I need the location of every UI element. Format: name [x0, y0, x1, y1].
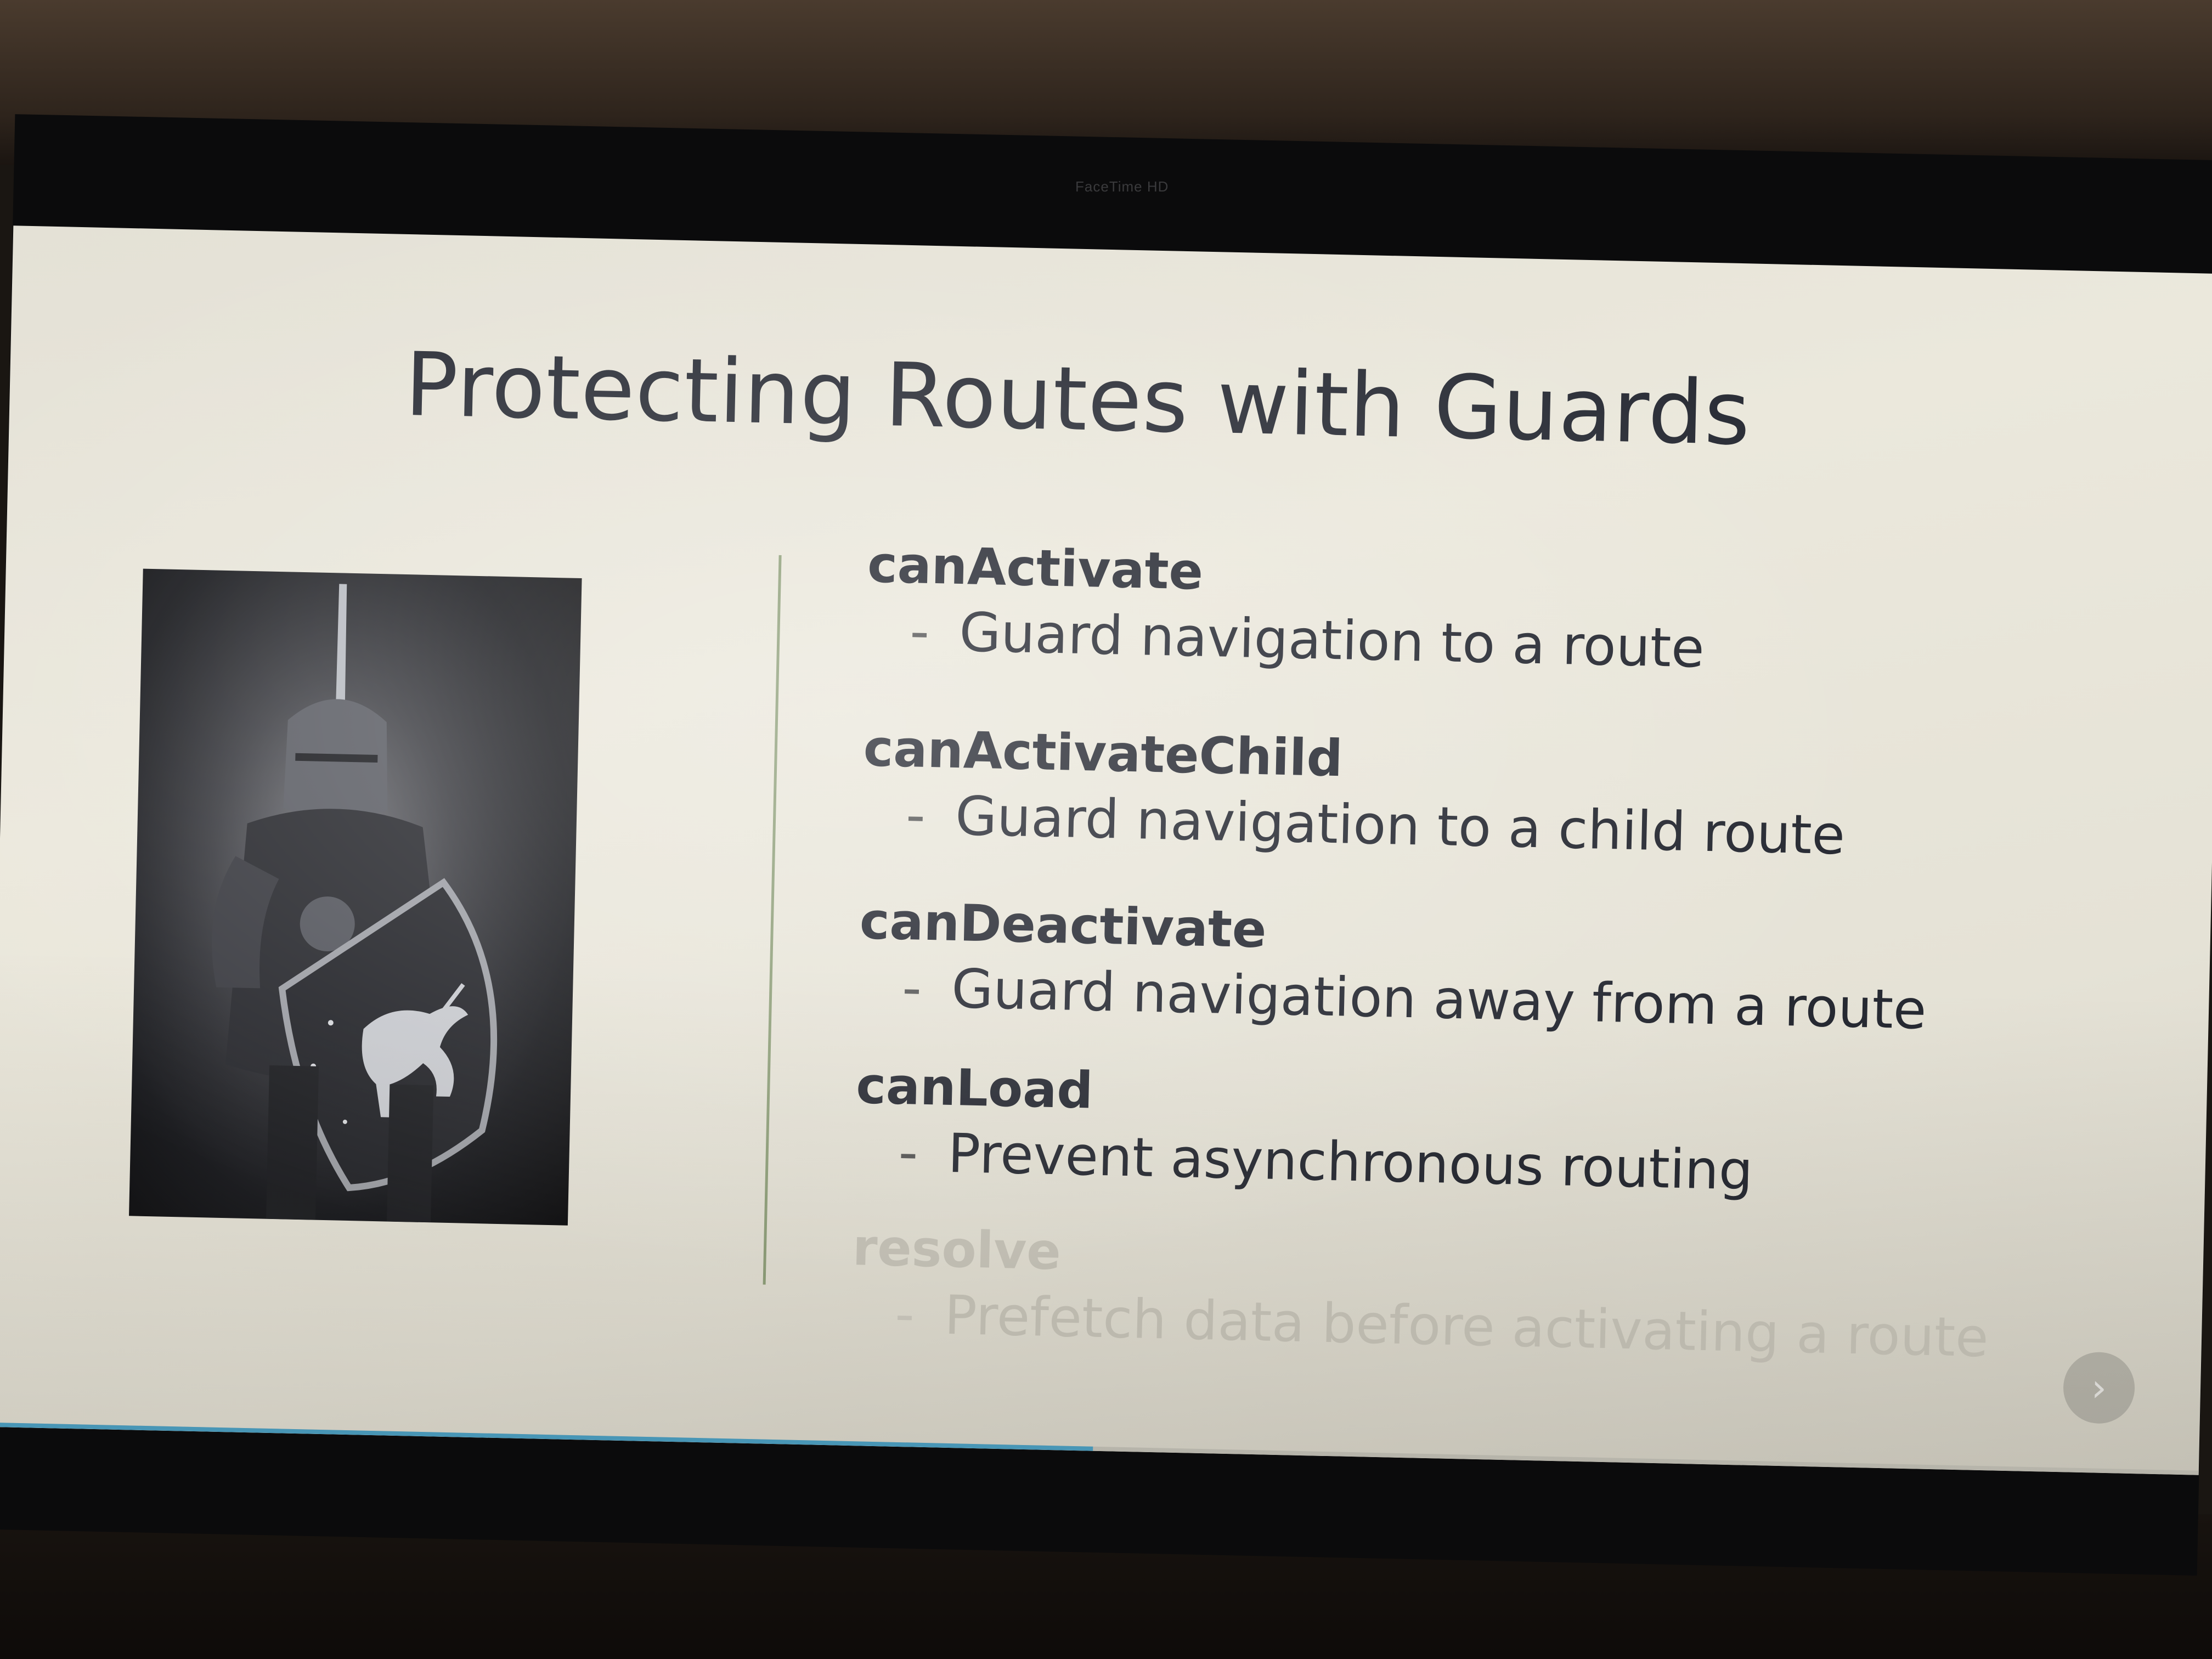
- guard-item-candeactivate: canDeactivate - Guard navigation away fro…: [857, 891, 1928, 1041]
- knight-with-shield-icon: [129, 568, 582, 1226]
- chevron-right-icon: ›: [2091, 1365, 2107, 1411]
- bullet-dash: -: [901, 956, 923, 1020]
- guard-item-canactivatechild: canActivateChild - Guard navigation to a …: [861, 719, 1847, 867]
- guard-description-text: Guard navigation to a route: [958, 601, 1705, 680]
- guard-description-text: Guard navigation to a child route: [955, 785, 1846, 867]
- slide-title: Protecting Routes with Guards: [404, 332, 1752, 465]
- bullet-dash: -: [898, 1121, 919, 1184]
- content-divider: [763, 555, 782, 1285]
- guard-description-text: Prevent asynchronous routing: [947, 1122, 1754, 1203]
- next-slide-button[interactable]: ›: [2062, 1351, 2136, 1425]
- guard-item-canload: canLoad - Prevent asynchronous routing: [854, 1056, 1755, 1203]
- guard-name: canLoad: [855, 1056, 1094, 1120]
- guard-list: canActivate - Guard navigation to a route…: [852, 535, 2129, 1369]
- guard-description: - Guard navigation to a route: [909, 600, 1705, 680]
- bullet-dash: -: [894, 1283, 916, 1346]
- guard-item-canactivate: canActivate - Guard navigation to a route: [865, 535, 1706, 680]
- guard-item-resolve: resolve - Prefetch data before activating…: [850, 1218, 1990, 1369]
- guard-description: - Guard navigation to a child route: [905, 784, 1846, 867]
- knight-illustration: [129, 568, 582, 1226]
- bullet-dash: -: [905, 784, 926, 847]
- camera-label: FaceTime HD: [1075, 178, 1169, 195]
- guard-name: canActivate: [867, 535, 1204, 601]
- guard-description: - Prevent asynchronous routing: [898, 1121, 1754, 1203]
- slide-screen: Protecting Routes with Guards: [0, 225, 2212, 1475]
- bullet-dash: -: [909, 600, 930, 663]
